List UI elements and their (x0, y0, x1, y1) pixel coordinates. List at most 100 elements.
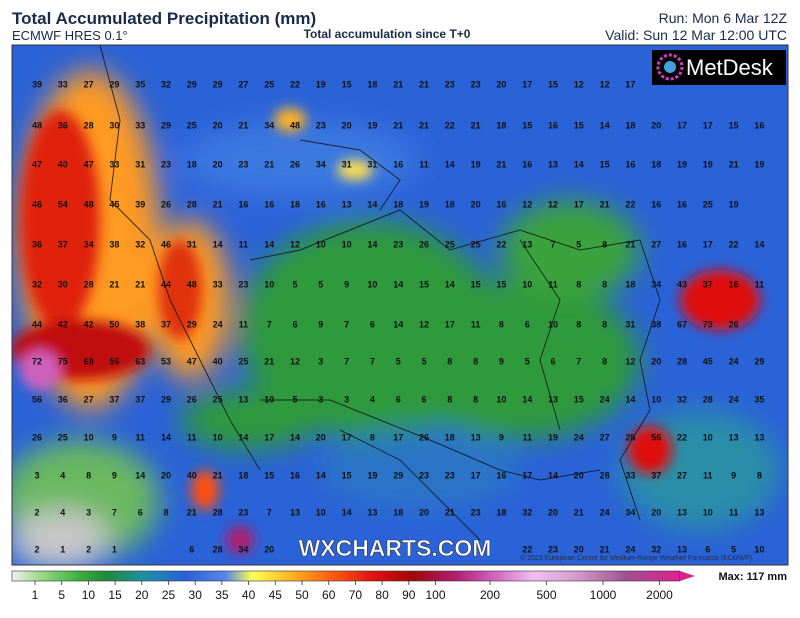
grid-value: 1 (60, 544, 65, 554)
model: ECMWF HRES 0.1° (12, 28, 128, 43)
grid-value: 28 (625, 432, 635, 442)
grid-value: 20 (548, 507, 558, 517)
grid-value: 14 (445, 159, 455, 169)
grid-value: 4 (60, 470, 65, 480)
grid-value: 8 (602, 239, 607, 249)
grid-value: 6 (370, 319, 375, 329)
grid-value: 16 (754, 120, 764, 130)
grid-value: 14 (161, 432, 171, 442)
grid-value: 32 (32, 279, 42, 289)
grid-value: 33 (135, 120, 145, 130)
colorbar-tick-label: 15 (108, 588, 122, 602)
grid-value: 37 (135, 394, 145, 404)
grid-value: 5 (731, 544, 736, 554)
grid-value: 6 (421, 394, 426, 404)
grid-value: 17 (471, 470, 481, 480)
grid-value: 23 (445, 79, 455, 89)
grid-value: 12 (625, 356, 635, 366)
grid-value: 3 (318, 356, 323, 366)
grid-value: 20 (651, 356, 661, 366)
grid-value: 26 (187, 394, 197, 404)
grid-value: 18 (445, 432, 455, 442)
grid-value: 2 (34, 544, 39, 554)
grid-value: 28 (703, 394, 713, 404)
grid-value: 8 (499, 319, 504, 329)
grid-value: 29 (213, 79, 223, 89)
grid-value: 25 (264, 79, 274, 89)
grid-value: 14 (290, 432, 300, 442)
grid-value: 31 (342, 159, 352, 169)
grid-value: 36 (58, 394, 68, 404)
grid-value: 3 (318, 394, 323, 404)
grid-value: 12 (290, 239, 300, 249)
grid-value: 10 (651, 394, 661, 404)
grid-value: 23 (161, 159, 171, 169)
grid-value: 10 (367, 279, 377, 289)
grid-value: 22 (496, 239, 506, 249)
grid-value: 24 (625, 544, 635, 554)
grid-value: 21 (729, 159, 739, 169)
grid-value: 26 (161, 199, 171, 209)
grid-value: 13 (471, 432, 481, 442)
grid-value: 50 (109, 319, 119, 329)
grid-value: 27 (677, 470, 687, 480)
grid-value: 27 (238, 79, 248, 89)
grid-value: 24 (213, 319, 223, 329)
grid-value: 4 (60, 507, 65, 517)
grid-value: 15 (574, 394, 584, 404)
colorbar-tick-label: 500 (536, 588, 556, 602)
grid-value: 12 (574, 79, 584, 89)
grid-value: 14 (238, 432, 248, 442)
grid-value: 40 (213, 356, 223, 366)
grid-value: 5 (421, 356, 426, 366)
max-label: Max: 117 mm (719, 571, 788, 583)
grid-value: 17 (574, 199, 584, 209)
grid-value: 25 (238, 356, 248, 366)
grid-value: 20 (471, 199, 481, 209)
grid-value: 13 (729, 432, 739, 442)
colorbar-tick-label: 60 (322, 588, 336, 602)
grid-value: 44 (161, 279, 171, 289)
grid-value: 23 (471, 507, 481, 517)
grid-value: 28 (600, 470, 610, 480)
grid-value: 20 (316, 432, 326, 442)
colorbar-tick-label: 5 (58, 588, 65, 602)
grid-value: 22 (677, 432, 687, 442)
grid-value: 17 (522, 79, 532, 89)
grid-value: 28 (84, 279, 94, 289)
subtitle: Total accumulation since T+0 (304, 27, 471, 41)
grid-value: 21 (471, 120, 481, 130)
grid-value: 21 (264, 159, 274, 169)
grid-value: 21 (135, 279, 145, 289)
grid-value: 13 (754, 507, 764, 517)
grid-value: 18 (625, 279, 635, 289)
grid-value: 10 (342, 239, 352, 249)
grid-value: 6 (189, 544, 194, 554)
grid-value: 31 (187, 239, 197, 249)
grid-value: 11 (755, 279, 765, 289)
grid-value: 56 (32, 394, 42, 404)
logo-icon (656, 53, 684, 81)
colorbar-tick-label: 1 (32, 588, 39, 602)
grid-value: 8 (447, 394, 452, 404)
grid-value: 14 (445, 279, 455, 289)
grid-value: 47 (32, 159, 42, 169)
grid-value: 10 (213, 432, 223, 442)
grid-value: 23 (238, 279, 248, 289)
colorbar-tick-label: 2000 (646, 588, 673, 602)
grid-value: 32 (677, 394, 687, 404)
grid-value: 54 (58, 199, 68, 209)
grid-value: 20 (419, 507, 429, 517)
grid-value: 34 (625, 507, 635, 517)
grid-value: 17 (445, 319, 455, 329)
grid-value: 16 (625, 159, 635, 169)
grid-value: 33 (58, 79, 68, 89)
colorbar-tick-label: 10 (82, 588, 96, 602)
grid-value: 21 (393, 120, 403, 130)
grid-value: 16 (316, 199, 326, 209)
grid-value: 7 (267, 507, 272, 517)
grid-value: 19 (677, 159, 687, 169)
grid-value: 17 (625, 79, 635, 89)
grid-value: 42 (58, 319, 68, 329)
grid-value: 25 (58, 432, 68, 442)
